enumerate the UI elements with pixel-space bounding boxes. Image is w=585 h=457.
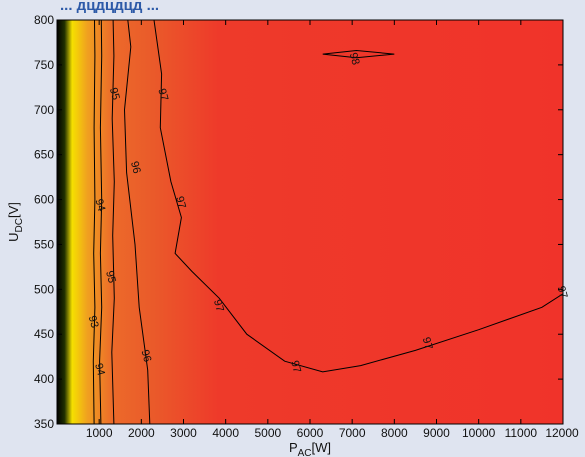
y-tick-label: 600 <box>34 193 54 207</box>
y-tick-label: 700 <box>34 103 54 117</box>
plot-area <box>57 20 563 424</box>
contour-label: 93 <box>86 314 101 329</box>
contour-label: 97 <box>211 298 226 313</box>
contour-94 <box>99 20 103 424</box>
x-tick-label: 12000 <box>545 426 579 440</box>
x-tick-label: 2000 <box>128 426 155 440</box>
x-tick-label: 5000 <box>254 426 281 440</box>
contour-label: 95 <box>107 86 122 101</box>
y-tick-label: 800 <box>34 13 54 27</box>
y-tick-label: 400 <box>34 372 54 386</box>
contour-97 <box>153 20 563 373</box>
x-tick-label: 6000 <box>297 426 324 440</box>
x-tick-label: 1000 <box>86 426 113 440</box>
contour-label: 97 <box>555 285 570 300</box>
y-tick-label: 350 <box>34 417 54 431</box>
y-tick-label: 550 <box>34 237 54 251</box>
y-tick-label: 500 <box>34 282 54 296</box>
x-axis: 1000 2000 3000 4000 5000 6000 7000 8000 9000 1000… <box>86 20 579 440</box>
contour-label: 96 <box>138 349 153 364</box>
contour-label: 96 <box>128 160 143 175</box>
y-tick-label: 650 <box>34 148 54 162</box>
header-fragment: ... дцдцдцд ... <box>60 0 159 14</box>
x-tick-label: 7000 <box>339 426 366 440</box>
contour-98 <box>322 49 395 59</box>
contour-label: 97 <box>288 359 303 374</box>
x-tick-label: 11000 <box>505 426 538 440</box>
contour-label: 97 <box>155 87 170 102</box>
y-axis: 350 400 450 500 550 600 650 700 750 800 <box>34 13 563 431</box>
contour-labels: 93 94 94 95 95 96 96 97 97 97 97 97 97 98 <box>86 51 570 377</box>
x-tick-label: 4000 <box>212 426 239 440</box>
y-tick-label: 450 <box>34 327 54 341</box>
contour-label: 97 <box>173 195 188 210</box>
x-axis-label: PAC[W] <box>289 440 331 457</box>
contour-label: 98 <box>347 51 362 66</box>
contour-label: 94 <box>92 362 107 377</box>
x-tick-label: 3000 <box>170 426 197 440</box>
y-tick-label: 750 <box>34 58 54 72</box>
x-tick-label: 9000 <box>423 426 450 440</box>
contour-label: 95 <box>103 270 118 285</box>
y-axis-label: UDC[V] <box>6 202 25 242</box>
x-tick-label: 8000 <box>381 426 408 440</box>
x-tick-label: 10000 <box>462 426 496 440</box>
contour-lines <box>92 20 563 424</box>
contour-96 <box>123 20 151 424</box>
contour-label: 94 <box>93 198 108 213</box>
contour-label: 97 <box>420 336 435 351</box>
contour-93 <box>92 20 96 424</box>
contour-95 <box>111 20 115 424</box>
